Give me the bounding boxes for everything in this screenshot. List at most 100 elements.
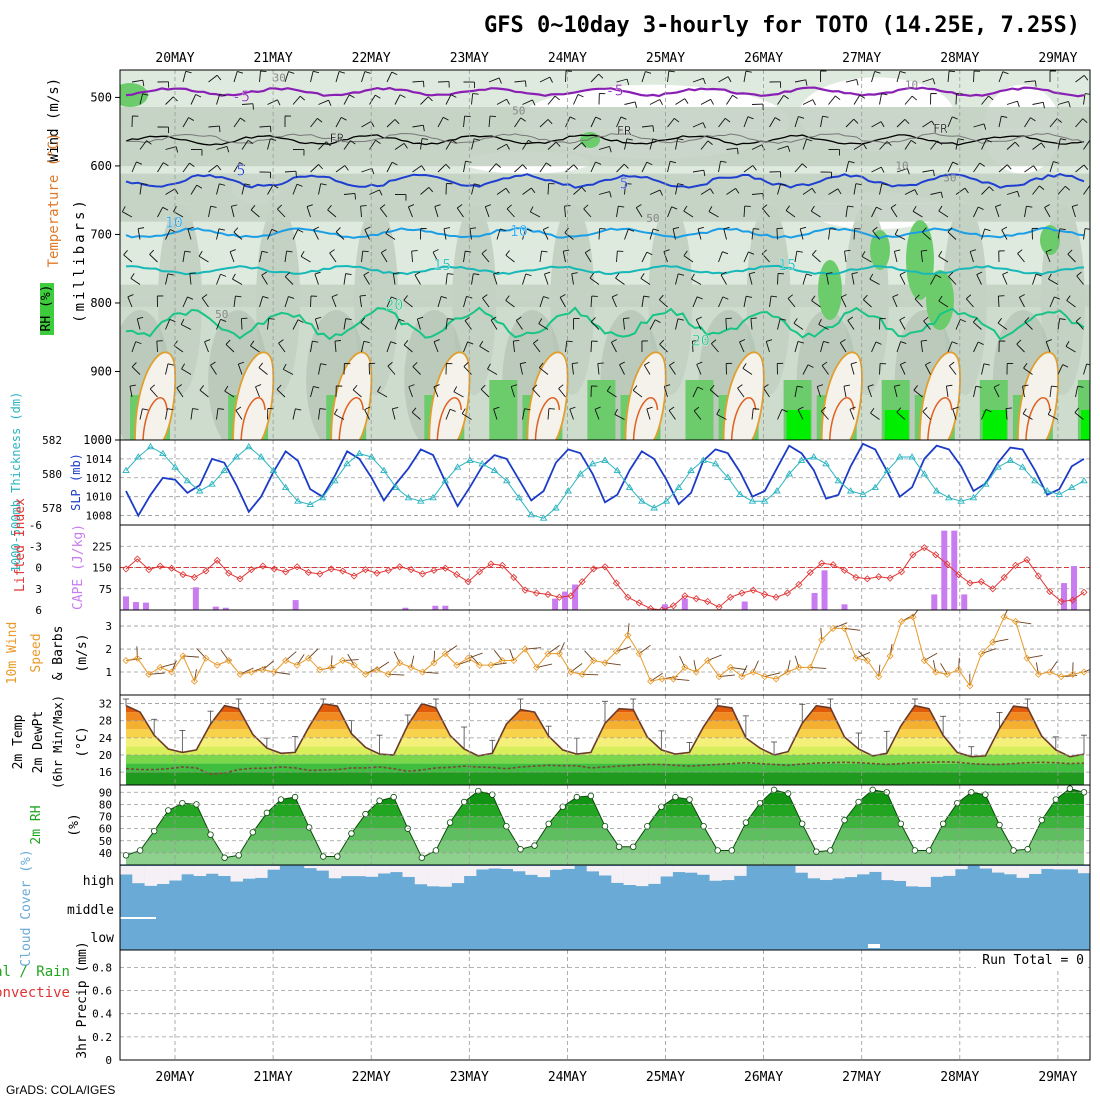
wind-barb-flag bbox=[720, 160, 727, 163]
wind-barb-flag bbox=[524, 80, 527, 87]
thickness-point bbox=[883, 466, 892, 474]
wind-speed-point bbox=[875, 673, 883, 681]
wind-ylabel-part: & Barbs bbox=[51, 626, 66, 681]
wind-barb bbox=[284, 296, 289, 308]
wind-barb-flag bbox=[341, 116, 347, 121]
wind-barb bbox=[225, 344, 235, 353]
wind-barb bbox=[471, 138, 475, 150]
wind-barb-flag bbox=[196, 184, 203, 189]
cloud-level-label: middle bbox=[67, 903, 114, 918]
wind-barb-flag bbox=[817, 384, 824, 387]
wind-barb bbox=[667, 118, 675, 128]
wind-barb-flag bbox=[445, 163, 451, 169]
wind-barb bbox=[352, 389, 362, 398]
wind-barb-flag bbox=[391, 296, 398, 300]
bottom-date-label: 26MAY bbox=[744, 1070, 783, 1085]
temp-tick-label: 16 bbox=[99, 766, 112, 779]
wind-barb-flag bbox=[403, 340, 409, 346]
lifted-index-point bbox=[920, 544, 928, 552]
wind-barb-flag bbox=[807, 364, 814, 368]
high-cloud-gap bbox=[795, 866, 809, 873]
thickness-point bbox=[392, 483, 400, 491]
wind-barb-flag bbox=[979, 162, 985, 167]
wind-barb bbox=[412, 80, 424, 83]
thickness-point bbox=[515, 493, 523, 501]
wind-barb-flag bbox=[231, 204, 238, 207]
wind-barb bbox=[313, 229, 319, 240]
saturated-area bbox=[884, 410, 909, 440]
wind-barb-flag bbox=[480, 384, 486, 390]
wind-barb bbox=[700, 98, 711, 105]
wind-barb bbox=[718, 296, 724, 308]
rh-tick-label: 70 bbox=[99, 811, 112, 824]
wind-barb bbox=[464, 320, 472, 330]
wind-barb bbox=[123, 254, 133, 263]
wind-barb-flag bbox=[847, 205, 854, 208]
isotherm-label: 20 bbox=[385, 296, 403, 314]
wind-barb-flag bbox=[632, 385, 638, 391]
wind-barb bbox=[748, 273, 753, 285]
rh2m-point bbox=[1010, 847, 1017, 854]
wind-speed-point bbox=[270, 668, 278, 676]
wind-barb bbox=[306, 206, 311, 218]
wind-barb-flag bbox=[861, 251, 866, 257]
slp-tick-label: 1012 bbox=[86, 472, 113, 485]
wind-barb-flag bbox=[766, 339, 773, 342]
wind-barb-flag bbox=[447, 318, 454, 320]
wind-barb bbox=[343, 140, 351, 150]
wind-barb bbox=[590, 321, 600, 330]
wind-barb bbox=[208, 125, 220, 128]
wind-barb-flag bbox=[163, 162, 169, 167]
rh2m-point bbox=[475, 787, 482, 795]
wind-barb bbox=[879, 363, 881, 375]
wind-barb bbox=[922, 411, 931, 420]
wind-barb bbox=[667, 206, 673, 218]
wind-barb bbox=[659, 344, 668, 353]
wind-barb-flag bbox=[640, 273, 645, 279]
wind-barb bbox=[129, 386, 133, 398]
wind-barb-flag bbox=[678, 273, 685, 276]
lifted-index-point bbox=[270, 565, 278, 573]
wind-barb-flag bbox=[683, 205, 688, 212]
lifted-index-point bbox=[1000, 573, 1008, 581]
wind-barb-flag bbox=[1067, 249, 1073, 255]
wind-barb bbox=[156, 340, 158, 353]
wind-barb-flag bbox=[899, 70, 906, 74]
precip-tick-label: 0.6 bbox=[92, 985, 112, 998]
wind-barb-flag bbox=[465, 160, 472, 163]
wind-barb bbox=[1005, 408, 1008, 420]
lifted-index-point bbox=[829, 561, 837, 569]
wind-barb-flag bbox=[277, 204, 283, 210]
wind-barb bbox=[923, 320, 931, 330]
lifted-index-point bbox=[704, 597, 712, 606]
wind-barb-flag bbox=[235, 295, 242, 298]
wind-barb-flag bbox=[377, 386, 381, 392]
wind-barb-flag bbox=[489, 115, 497, 118]
isotherm-label: FR bbox=[330, 132, 345, 146]
wind-speed-point bbox=[658, 675, 666, 683]
wind-barb-flag bbox=[577, 94, 584, 98]
wind-barb bbox=[386, 162, 393, 173]
wind-barb-flag bbox=[391, 161, 398, 166]
wind-barb-flag bbox=[313, 226, 320, 231]
thickness-point bbox=[1080, 476, 1088, 484]
wind-barb-flag bbox=[988, 95, 994, 101]
wind-barb-flag bbox=[947, 227, 953, 233]
high-cloud-gap bbox=[328, 866, 342, 879]
wind-barb-flag bbox=[748, 251, 755, 255]
wind-barb-flag bbox=[490, 316, 497, 321]
wind-barb-flag bbox=[1062, 364, 1069, 368]
high-cloud-gap bbox=[144, 866, 158, 886]
rh-ylabel-part: 2m RH bbox=[29, 805, 44, 844]
wind-barb-flag bbox=[239, 162, 245, 166]
isotherm-label: 10 bbox=[510, 222, 528, 240]
wind-barb bbox=[127, 296, 133, 308]
lifted-index-point bbox=[361, 566, 370, 574]
top-date-axis: 20MAY 21MAY 22MAY 23MAY 24MAY 25MAY 26MAY 27MAY… bbox=[155, 51, 1077, 66]
lifted-index-point bbox=[225, 569, 233, 577]
wind-barb bbox=[981, 363, 985, 375]
precip-convective-label: Convective bbox=[0, 985, 70, 1001]
rh2m-point bbox=[1066, 785, 1074, 792]
wind-barb bbox=[445, 318, 448, 330]
